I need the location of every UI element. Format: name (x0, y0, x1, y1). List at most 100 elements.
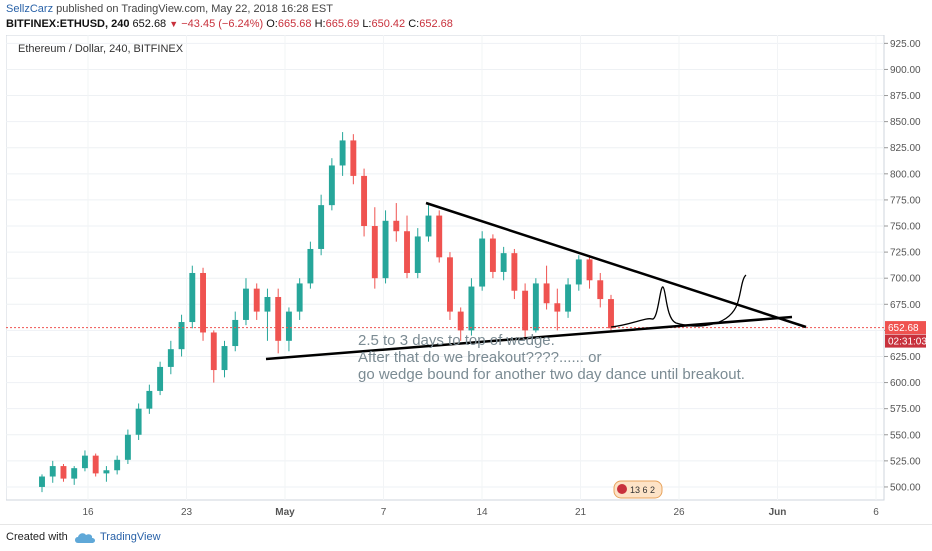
candle-body (597, 280, 604, 300)
footer-bar: Created with TradingView (0, 524, 932, 551)
y-tick-label: 800.00 (890, 169, 921, 180)
candle-body (178, 322, 185, 350)
plot-area (6, 35, 885, 501)
x-tick-label: 6 (873, 507, 879, 518)
candle-body (189, 272, 196, 323)
event-badge-text: 13 6 2 (630, 485, 655, 495)
candle-body (447, 257, 453, 312)
low-value: 650.42 (371, 18, 406, 30)
symbol-ohlc-line: BITFINEX:ETHUSD, 240 652.68 ▼ −43.45 (−6… (6, 18, 453, 30)
y-tick-label: 750.00 (890, 222, 921, 233)
y-tick-label: 900.00 (890, 65, 921, 76)
candle-body (135, 408, 142, 435)
created-with-text: Created with (6, 531, 68, 543)
countdown-tag-label: 02:31:03 (888, 337, 926, 348)
y-tick-label: 675.00 (890, 300, 921, 311)
candle-body (350, 140, 357, 176)
publish-info: SellzCarz published on TradingView.com, … (6, 3, 333, 15)
annotation-line-3: go wedge bound for another two day dance… (358, 366, 745, 383)
candle-body (253, 288, 260, 312)
wedge-lower-trendline[interactable] (265, 315, 793, 361)
y-tick-label: 550.00 (890, 430, 921, 441)
candle-body (200, 272, 206, 333)
candle-body (489, 238, 496, 272)
candle-body (457, 311, 464, 331)
candle-body (243, 288, 249, 320)
candle-body (522, 290, 529, 331)
y-tick-label: 775.00 (890, 195, 921, 206)
candle-body (361, 175, 368, 227)
candle-body (543, 283, 550, 304)
candle-body (296, 283, 303, 312)
candle-body (275, 296, 282, 341)
high-label: H: (314, 18, 326, 30)
close-value: 652.68 (419, 18, 453, 30)
candle-body (232, 319, 239, 347)
price-change: −43.45 (−6.24%) (181, 18, 264, 30)
candle-body (404, 231, 410, 273)
candle-body (39, 476, 45, 487)
candle-body (71, 468, 78, 479)
tradingview-brand-link[interactable]: TradingView (100, 531, 161, 543)
y-tick-label: 925.00 (890, 39, 921, 50)
candle-body (221, 346, 228, 371)
candle-body (167, 349, 174, 367)
candle-body (554, 303, 561, 312)
y-tick-label: 875.00 (890, 91, 921, 102)
candle-body (264, 296, 271, 312)
candle-body (328, 165, 335, 206)
candle-body (500, 253, 507, 272)
published-text: published on TradingView.com, May 22, 20… (56, 3, 333, 15)
last-price-tag (885, 321, 926, 335)
candle-body (103, 470, 110, 474)
candle-body (532, 283, 539, 331)
x-tick-label: 7 (381, 507, 387, 518)
y-tick-label: 825.00 (890, 143, 921, 154)
candle-body (586, 259, 593, 281)
y-tick-label: 500.00 (890, 482, 921, 493)
y-tick-label: 625.00 (890, 352, 921, 363)
candle-body (285, 311, 292, 341)
annotation-line-2: After that do we breakout????...... or (358, 349, 601, 366)
candle-body (565, 284, 572, 312)
down-triangle-icon: ▼ (169, 19, 179, 29)
candle-body (425, 215, 432, 237)
annotation-line-1: 2.5 to 3 days to top of wedge. (358, 332, 555, 349)
high-value: 665.69 (325, 18, 360, 30)
countdown-tag (885, 334, 926, 348)
candle-body (479, 238, 486, 287)
y-tick-label: 725.00 (890, 248, 921, 259)
candle-body (307, 248, 314, 284)
candle-body (146, 390, 153, 409)
wedge-upper-trendline[interactable] (425, 201, 807, 329)
candle-body (60, 466, 67, 479)
low-label: L: (362, 18, 372, 30)
candle-body (339, 140, 346, 166)
x-tick-label: 16 (82, 507, 94, 518)
x-tick-label: 14 (476, 507, 488, 518)
x-tick-label: 26 (673, 507, 685, 518)
x-tick-label: 23 (181, 507, 193, 518)
chart-title: Ethereum / Dollar, 240, BITFINEX (18, 43, 184, 55)
event-badge[interactable]: 13 6 2 (613, 480, 663, 499)
y-tick-label: 575.00 (890, 404, 921, 415)
y-tick-label: 850.00 (890, 117, 921, 128)
open-value: 665.68 (277, 18, 312, 30)
y-tick-label: 700.00 (890, 274, 921, 285)
last-price-tag-label: 652.68 (888, 323, 919, 334)
x-tick-label: 21 (575, 507, 587, 518)
candle-body (210, 332, 217, 371)
author-link[interactable]: SellzCarz (6, 3, 54, 15)
candle-body (468, 286, 475, 331)
price-chart[interactable]: 925.00 900.00 875.00 850.00 825.00 800.00 775.… (6, 35, 926, 522)
candle-body (318, 205, 325, 249)
flag-icon (617, 484, 627, 494)
candle-body (575, 259, 582, 285)
event-badge-bg (613, 480, 663, 499)
candle-body (92, 455, 99, 474)
candle-body (371, 226, 378, 279)
projection-path[interactable] (610, 274, 747, 328)
candle-body (511, 253, 518, 291)
close-label: C: (408, 18, 420, 30)
x-tick-label: May (275, 507, 295, 518)
